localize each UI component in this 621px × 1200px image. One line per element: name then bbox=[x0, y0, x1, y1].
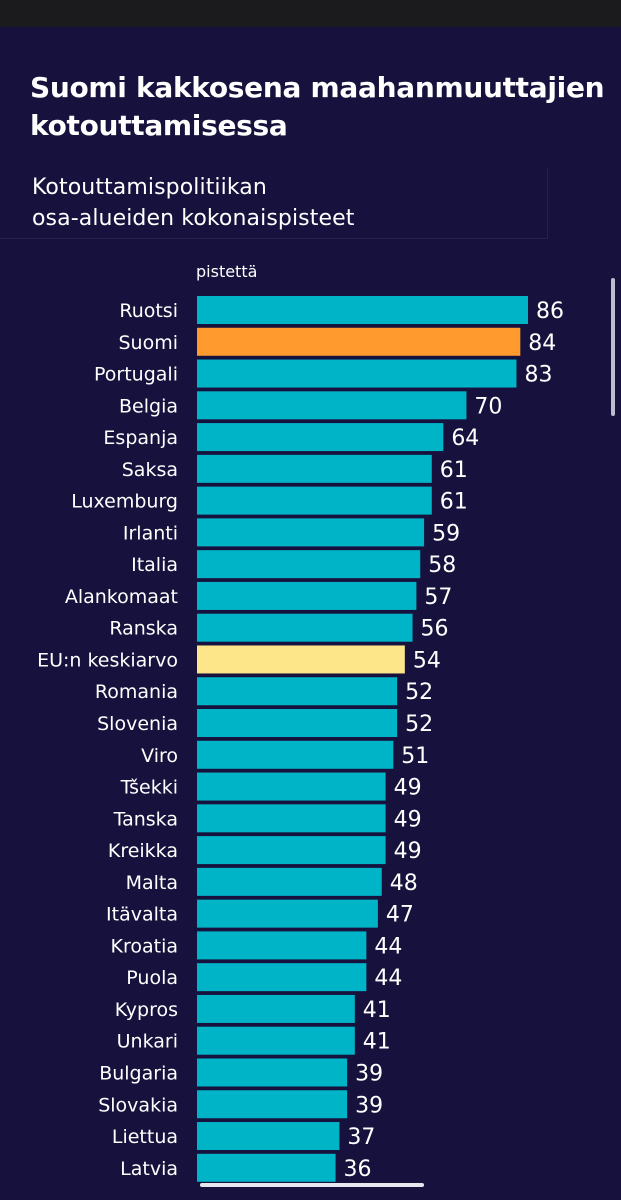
bar-itävalta bbox=[197, 899, 378, 928]
category-label-bulgaria: Bulgaria bbox=[99, 1062, 178, 1084]
chart-subtitle: Kotouttamispolitiikan osa-alueiden kokon… bbox=[32, 172, 547, 234]
bar-bulgaria bbox=[197, 1058, 348, 1087]
value-label-unkari: 41 bbox=[363, 1030, 391, 1055]
bar-liettua bbox=[197, 1122, 340, 1151]
value-label-slovenia: 52 bbox=[405, 712, 433, 737]
category-label-saksa: Saksa bbox=[122, 459, 178, 481]
category-label-unkari: Unkari bbox=[117, 1031, 178, 1053]
subtitle-line-2: osa-alueiden kokonaispisteet bbox=[32, 206, 355, 231]
category-label-puola: Puola bbox=[126, 967, 178, 989]
bar-portugali bbox=[197, 359, 517, 388]
bar-slovenia bbox=[197, 709, 398, 738]
bar-tanska bbox=[197, 804, 386, 833]
bar-latvia bbox=[197, 1153, 336, 1182]
bar-puola bbox=[197, 963, 367, 992]
value-label-viro: 51 bbox=[401, 744, 429, 769]
value-label-luxemburg: 61 bbox=[440, 490, 468, 515]
value-label-kroatia: 44 bbox=[374, 934, 402, 959]
value-label-slovakia: 39 bbox=[355, 1093, 383, 1118]
bar-luxemburg bbox=[197, 486, 432, 515]
value-label-eu-n-keskiarvo: 54 bbox=[413, 648, 441, 673]
bar-belgia bbox=[197, 391, 467, 420]
category-label-portugali: Portugali bbox=[94, 364, 178, 386]
value-label-latvia: 36 bbox=[344, 1157, 372, 1182]
category-label-luxemburg: Luxemburg bbox=[71, 491, 178, 513]
bar-ranska bbox=[197, 613, 413, 642]
value-label-malta: 48 bbox=[390, 871, 418, 896]
vertical-scrollbar[interactable] bbox=[611, 278, 615, 416]
subtitle-frame bbox=[0, 168, 548, 239]
category-label-irlanti: Irlanti bbox=[123, 522, 178, 544]
bar-saksa bbox=[197, 454, 432, 483]
value-label-puola: 44 bbox=[374, 966, 402, 991]
value-label-alankomaat: 57 bbox=[424, 585, 452, 610]
bar-suomi bbox=[197, 327, 521, 356]
value-label-liettua: 37 bbox=[347, 1125, 375, 1150]
bar-tšekki bbox=[197, 772, 386, 801]
category-label-kroatia: Kroatia bbox=[111, 935, 179, 957]
bar-romania bbox=[197, 677, 398, 706]
horizontal-scrollbar[interactable] bbox=[200, 1183, 424, 1187]
bar-irlanti bbox=[197, 518, 425, 547]
category-label-ranska: Ranska bbox=[109, 618, 178, 640]
category-label-tanska: Tanska bbox=[113, 808, 178, 830]
category-label-latvia: Latvia bbox=[120, 1158, 178, 1180]
category-label-slovenia: Slovenia bbox=[97, 713, 178, 735]
category-label-belgia: Belgia bbox=[119, 395, 178, 417]
category-label-eu-n-keskiarvo: EU:n keskiarvo bbox=[37, 649, 178, 671]
category-label-malta: Malta bbox=[126, 872, 178, 894]
bar-ruotsi bbox=[197, 296, 528, 324]
category-label-liettua: Liettua bbox=[112, 1126, 178, 1148]
value-label-tšekki: 49 bbox=[394, 776, 422, 801]
bar-kroatia bbox=[197, 931, 367, 960]
bar-malta bbox=[197, 867, 382, 896]
bar-alankomaat bbox=[197, 581, 417, 610]
status-bar bbox=[0, 0, 621, 27]
category-label-italia: Italia bbox=[131, 554, 178, 576]
value-label-tanska: 49 bbox=[394, 807, 422, 832]
category-label-viro: Viro bbox=[141, 745, 178, 767]
value-label-ruotsi: 86 bbox=[536, 299, 564, 324]
category-label-ruotsi: Ruotsi bbox=[119, 300, 178, 322]
bar-slovakia bbox=[197, 1090, 348, 1119]
value-label-portugali: 83 bbox=[524, 363, 552, 388]
category-label-suomi: Suomi bbox=[118, 332, 178, 354]
bar-eu-n-keskiarvo bbox=[197, 645, 405, 674]
value-label-espanja: 64 bbox=[451, 426, 479, 451]
value-label-kypros: 41 bbox=[363, 998, 391, 1023]
category-label-espanja: Espanja bbox=[103, 427, 178, 449]
bar-kreikka bbox=[197, 836, 386, 865]
value-label-irlanti: 59 bbox=[432, 521, 460, 546]
bar-espanja bbox=[197, 423, 444, 452]
bar-unkari bbox=[197, 1026, 355, 1055]
chart-title: Suomi kakkosena maahanmuuttajien kotoutt… bbox=[30, 71, 605, 142]
value-label-italia: 58 bbox=[428, 553, 456, 578]
bar-viro bbox=[197, 740, 394, 769]
category-label-tšekki: Tšekki bbox=[120, 777, 178, 799]
value-label-ranska: 56 bbox=[421, 617, 449, 642]
category-label-itävalta: Itävalta bbox=[106, 904, 178, 926]
subtitle-line-1: Kotouttamispolitiikan bbox=[32, 175, 267, 200]
category-label-romania: Romania bbox=[95, 681, 178, 703]
bar-italia bbox=[197, 550, 421, 579]
category-label-alankomaat: Alankomaat bbox=[65, 586, 178, 608]
axis-unit-label: pistettä bbox=[196, 262, 258, 281]
category-label-kypros: Kypros bbox=[115, 999, 178, 1021]
value-label-bulgaria: 39 bbox=[355, 1061, 383, 1086]
category-label-kreikka: Kreikka bbox=[108, 840, 178, 862]
value-label-romania: 52 bbox=[405, 680, 433, 705]
value-label-saksa: 61 bbox=[440, 458, 468, 483]
value-label-belgia: 70 bbox=[474, 394, 502, 419]
category-label-slovakia: Slovakia bbox=[98, 1094, 178, 1116]
value-label-suomi: 84 bbox=[528, 331, 556, 356]
bar-kypros bbox=[197, 994, 355, 1023]
value-label-itävalta: 47 bbox=[386, 903, 414, 928]
value-label-kreikka: 49 bbox=[394, 839, 422, 864]
